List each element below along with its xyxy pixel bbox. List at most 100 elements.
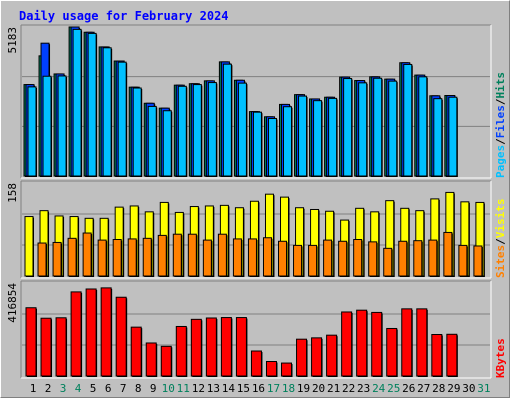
x-tick-label: 7 [120, 382, 127, 395]
bar-kbytes [220, 317, 232, 377]
bar-sites [232, 238, 242, 277]
bar-kbytes [100, 287, 112, 377]
bar-sites [278, 240, 288, 277]
bar-kbytes [446, 333, 458, 377]
x-tick-label: 29 [447, 382, 460, 395]
legend-entry: / [494, 238, 507, 245]
legend-entry: Files [494, 105, 507, 138]
x-tick-label: 5 [90, 382, 97, 395]
bar-kbytes [40, 317, 52, 377]
bar-sites [247, 238, 257, 277]
bar-sites [338, 240, 348, 277]
legend-entry: Visits [494, 199, 507, 239]
x-tick-label: 17 [267, 382, 280, 395]
legend-requests: Pages/Files/Hits [494, 72, 507, 178]
bar-sites [383, 247, 393, 277]
bar-sites [428, 239, 438, 277]
bar-sites [187, 233, 197, 277]
bar-pages [298, 95, 308, 177]
x-tick-label: 15 [237, 382, 250, 395]
bar-kbytes [175, 325, 187, 377]
x-tick-label: 21 [327, 382, 340, 395]
x-tick-label: 25 [387, 382, 400, 395]
x-tick-label: 6 [105, 382, 112, 395]
bar-pages [433, 98, 443, 177]
bar-sites [97, 239, 107, 277]
bar-pages [252, 111, 262, 177]
bar-sites [413, 240, 423, 277]
bar-pages [358, 82, 368, 177]
bar-pages [343, 78, 353, 177]
bar-sites [458, 244, 468, 277]
x-tick-label: 20 [312, 382, 325, 395]
bar-kbytes [145, 342, 157, 377]
legend-entry: KBytes [494, 338, 507, 378]
bar-pages [283, 106, 293, 177]
bar-pages [328, 97, 338, 177]
x-tick-label: 24 [372, 382, 386, 395]
x-tick-label: 4 [75, 382, 82, 395]
x-tick-label: 26 [402, 382, 415, 395]
bar-pages [147, 105, 157, 177]
bar-pages [132, 87, 142, 177]
bar-pages [403, 63, 413, 177]
x-tick-label: 16 [252, 382, 265, 395]
x-tick-label: 14 [222, 382, 236, 395]
x-tick-label: 18 [282, 382, 295, 395]
bar-sites [202, 239, 212, 277]
bar-sites [353, 239, 363, 277]
bar-sites [112, 239, 122, 277]
bar-kbytes [70, 291, 82, 377]
bar-kbytes [55, 317, 67, 377]
bar-sites [82, 232, 92, 277]
bar-kbytes [386, 327, 398, 377]
x-tick-label: 13 [207, 382, 220, 395]
bar-kbytes [296, 338, 308, 377]
x-tick-label: 27 [417, 382, 430, 395]
legend-entry: Sites [494, 245, 507, 278]
bar-sites [308, 244, 318, 277]
legend-kbytes: KBytes [494, 338, 507, 378]
x-tick-label: 10 [162, 382, 175, 395]
y-max-label-visits: 158 [6, 183, 19, 203]
bar-kbytes [205, 317, 217, 377]
x-tick-label: 30 [462, 382, 475, 395]
x-tick-label: 23 [357, 382, 370, 395]
bar-pages [267, 118, 277, 177]
legend-visits: Sites/Visits [494, 199, 507, 279]
bar-sites [157, 234, 167, 277]
bar-pages [388, 80, 398, 177]
bar-kbytes [371, 311, 383, 377]
bar-kbytes [326, 334, 338, 377]
x-tick-label: 31 [477, 382, 490, 395]
bar-visits [24, 216, 34, 277]
bar-kbytes [160, 345, 172, 377]
bar-pages [448, 96, 458, 177]
bar-kbytes [341, 311, 353, 377]
legend-entry: / [494, 138, 507, 145]
bar-sites [52, 241, 62, 277]
bar-pages [42, 75, 52, 177]
bar-sites [293, 244, 303, 277]
bar-pages [72, 28, 82, 177]
bar-pages [313, 100, 323, 177]
y-max-label-requests: 5183 [6, 27, 19, 54]
bar-kbytes [85, 288, 97, 377]
x-tick-label: 1 [30, 382, 37, 395]
bar-pages [117, 61, 127, 177]
x-tick-label: 9 [150, 382, 157, 395]
bar-kbytes [250, 350, 262, 377]
bar-pages [192, 84, 202, 177]
chart-title: Daily usage for February 2024 [19, 9, 229, 23]
bar-sites [142, 237, 152, 277]
bar-kbytes [431, 334, 443, 377]
bar-kbytes [281, 362, 293, 377]
legend-entry: / [494, 98, 507, 105]
bar-pages [222, 63, 232, 177]
x-tick-label: 3 [60, 382, 67, 395]
bar-kbytes [356, 309, 368, 377]
x-tick-label: 22 [342, 382, 355, 395]
bar-kbytes [401, 308, 413, 377]
bar-sites [368, 241, 378, 277]
bar-sites [262, 237, 272, 277]
